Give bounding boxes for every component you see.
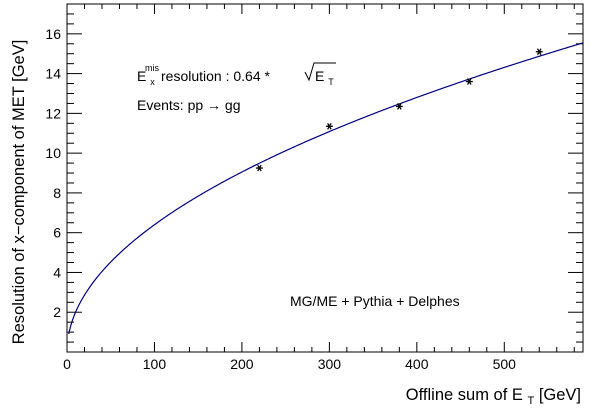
sqrt-radical-icon: [304, 62, 336, 82]
x-axis-label-subscript: T: [527, 395, 534, 407]
data-point-stroke: [397, 103, 402, 110]
x-axis-label-main: Offline sum of E: [406, 386, 523, 404]
resolution-superscript: mis: [145, 63, 159, 73]
y-tick-label: 6: [53, 225, 61, 241]
svg-text:E T: E T: [315, 68, 334, 87]
x-tick-label: 300: [318, 356, 342, 372]
y-tick-label: 2: [53, 304, 61, 320]
plot-frame: [66, 3, 584, 353]
resolution-subscript: x: [150, 77, 155, 87]
y-tick-label: 8: [53, 185, 61, 201]
data-point-stroke: [536, 48, 542, 56]
x-tick-label: 0: [63, 356, 71, 372]
x-axis-label-unit: [GeV]: [539, 386, 581, 404]
resolution-annotation: E x mis resolution : 0.64 * E T: [137, 62, 336, 87]
y-tick-label: 16: [45, 26, 61, 42]
data-point: [465, 78, 473, 85]
y-axis-label: Resolution of x−component of MET [GeV]: [10, 40, 28, 345]
y-tick-label: 12: [45, 105, 61, 121]
data-point: [395, 103, 403, 110]
x-tick-label: 100: [143, 356, 167, 372]
data-point-stroke: [327, 122, 332, 130]
svg-text:E x: E x: [137, 68, 155, 87]
fit-curve-layer: [68, 42, 584, 335]
y-tick-label: 14: [45, 66, 61, 82]
x-tick-label: 500: [493, 356, 517, 372]
data-point: [535, 48, 543, 56]
axis-ticks: 0 100 200 300 400 500 2 4 6 8 10 12 14 16: [45, 4, 583, 372]
resolution-radicand-subscript: T: [328, 77, 334, 87]
x-tick-label: 400: [405, 356, 429, 372]
events-annotation: Events: pp → gg: [137, 97, 241, 113]
y-tick-label: 10: [45, 145, 61, 161]
data-point-stroke: [466, 78, 472, 85]
resolution-radicand: E: [315, 68, 324, 84]
data-point-stroke: [257, 164, 262, 172]
generator-annotation: MG/ME + Pythia + Delphes: [290, 293, 460, 309]
data-point: [325, 122, 333, 130]
x-tick-label: 200: [230, 356, 254, 372]
x-axis-label: Offline sum of E T [GeV]: [406, 386, 581, 408]
resolution-prefix: E: [137, 68, 146, 84]
fit-curve: [68, 42, 584, 335]
y-tick-label: 4: [53, 264, 61, 280]
data-point: [255, 164, 263, 172]
data-points: [255, 48, 543, 172]
resolution-text: resolution : 0.64 *: [161, 68, 271, 84]
